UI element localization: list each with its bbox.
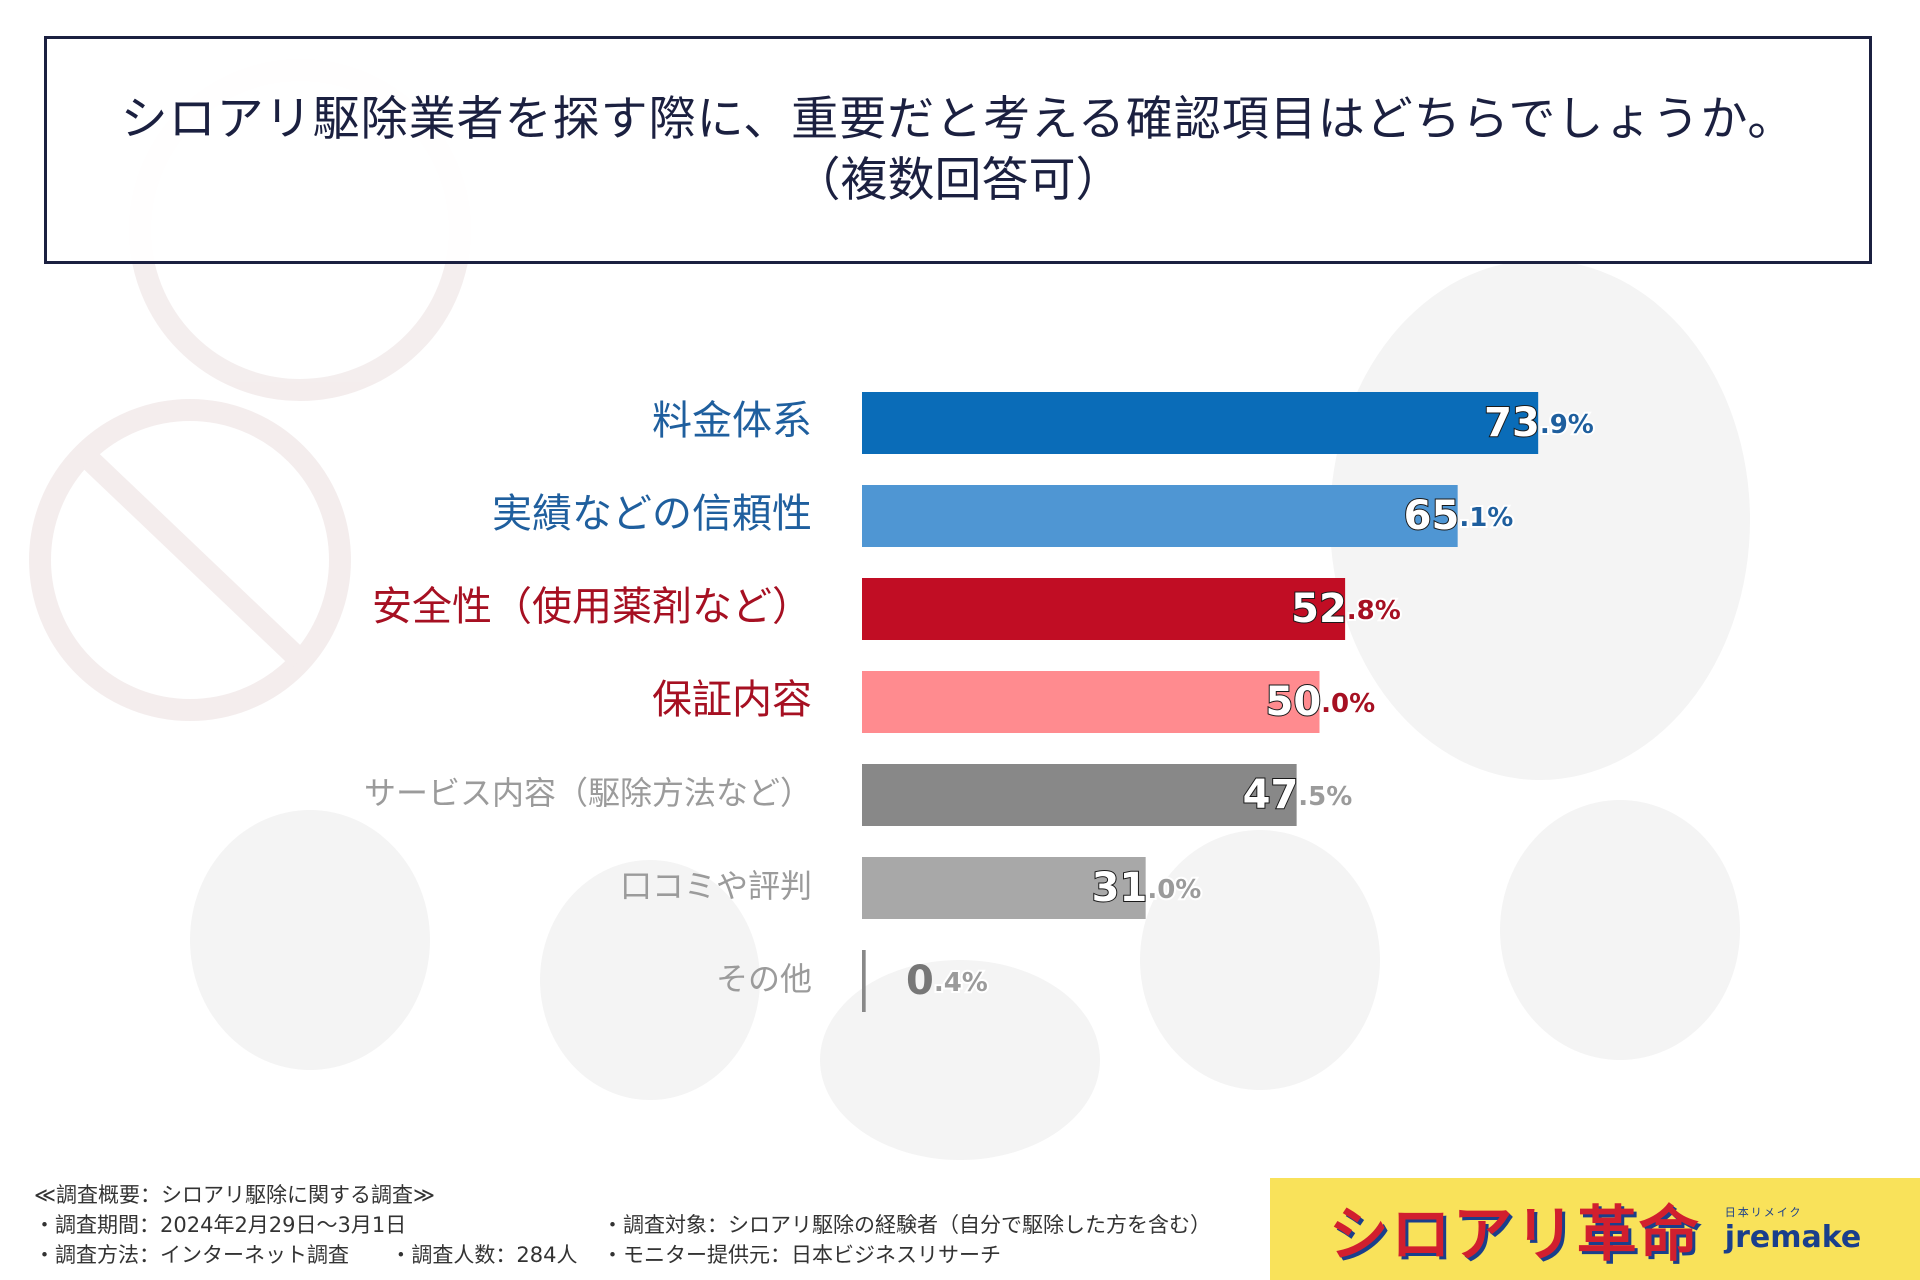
value-label: 65.1% [1404,493,1514,539]
value-label: 52.8% [1291,586,1401,632]
value-label: 73.9% [1484,400,1594,446]
survey-target: ・調査対象：シロアリ駆除の経験者（自分で駆除した方を含む） [602,1213,1211,1237]
title-box: シロアリ駆除業者を探す際に、重要だと考える確認項目はどちらでしょうか。 （複数回… [44,36,1872,264]
survey-summary: ≪調査概要：シロアリ駆除に関する調査≫ [34,1183,435,1207]
survey-method-row: ・調査方法：インターネット調査 ・調査人数：284人 [34,1240,577,1270]
bar [862,950,866,1012]
survey-method: ・調査方法：インターネット調査 [34,1243,349,1267]
category-label: その他 [716,960,812,998]
bar [862,578,1346,640]
category-label: 料金体系 [652,398,812,444]
survey-provider: ・モニター提供元：日本ビジネスリサーチ [602,1243,1001,1267]
value-label: 47.5% [1243,772,1353,818]
logo-sub: 日本リメイク jremake [1725,1204,1861,1255]
survey-notes-left: ≪調査概要：シロアリ駆除に関する調査≫ ・調査期間：2024年2月29日〜3月1… [34,1180,577,1270]
category-label: 実績などの信頼性 [492,491,812,537]
category-label: サービス内容（駆除方法など） [364,774,812,812]
bar [862,671,1320,733]
bar [862,857,1146,919]
value-label: 31.0% [1092,865,1202,911]
bar [862,764,1297,826]
value-label: 50.0% [1266,679,1376,725]
category-label: 口コミや評判 [620,867,812,905]
category-label: 安全性（使用薬剤など） [372,584,812,630]
chart-title: シロアリ駆除業者を探す際に、重要だと考える確認項目はどちらでしょうか。 [120,91,1796,147]
survey-period: ・調査期間：2024年2月29日〜3月1日 [34,1213,407,1237]
bar [862,485,1458,547]
category-label: 保証内容 [652,677,812,723]
bar [862,392,1539,454]
survey-sample: ・調査人数：284人 [390,1243,578,1267]
value-label: 0.4% [906,958,988,1004]
logo-main-text: シロアリ革命 [1328,1199,1701,1270]
chart-subtitle: （複数回答可） [793,153,1123,208]
logo-ruby-text: 日本リメイク [1724,1205,1803,1219]
brand-logo: シロアリ革命 日本リメイク jremake [1270,1178,1920,1280]
survey-notes-right: ・調査対象：シロアリ駆除の経験者（自分で駆除した方を含む） ・モニター提供元：日… [602,1210,1211,1270]
logo-brand-text: jremake [1724,1219,1862,1255]
